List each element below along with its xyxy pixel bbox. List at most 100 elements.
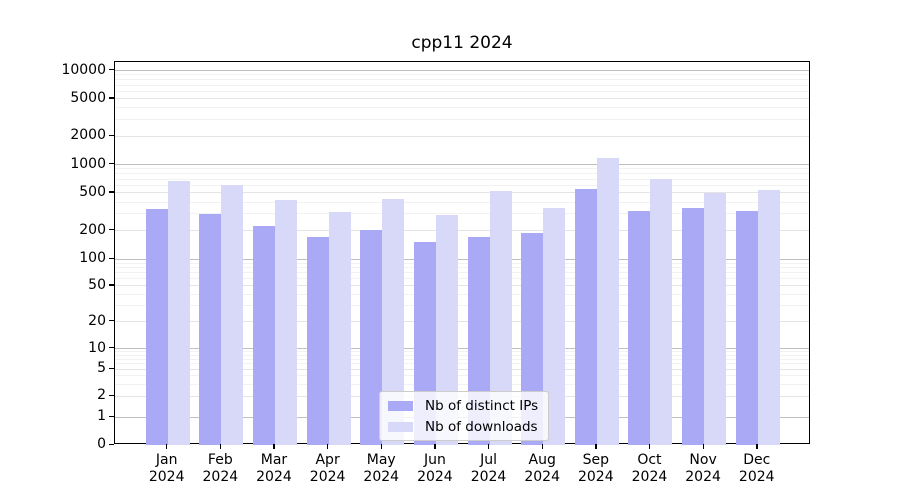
legend-label-downloads: Nb of downloads: [425, 418, 538, 435]
gridline-900: [115, 168, 809, 170]
gridline-70: [115, 272, 809, 274]
legend-swatch-distinct-ips: [388, 400, 413, 411]
x-tick-nov: [702, 444, 704, 449]
y-tick-50: [109, 284, 114, 286]
gridline-10000: [115, 70, 809, 71]
y-tick-label-500: 500: [79, 183, 106, 200]
year-label: 2024: [363, 468, 400, 485]
gridline-9: [115, 351, 809, 353]
year-label: 2024: [524, 468, 560, 485]
gridline-2000: [115, 135, 809, 137]
month-label: Feb: [207, 452, 233, 468]
gridline-5: [115, 368, 809, 370]
x-tick-label-jul: Jul 2024: [462, 452, 516, 485]
gridline-30: [115, 305, 809, 307]
x-tick-mar: [273, 444, 275, 449]
year-label: 2024: [738, 468, 775, 485]
gridline-40: [115, 294, 809, 296]
x-tick-label-jan: Jan 2024: [140, 452, 194, 485]
bar-distinct-ips-nov: [682, 208, 705, 445]
y-tick-label-5000: 5000: [70, 89, 106, 106]
y-tick-0: [109, 443, 114, 445]
bar-downloads-aug: [543, 208, 566, 445]
gridline-700: [115, 178, 809, 180]
gridline-800: [115, 173, 809, 175]
y-tick-200: [109, 229, 114, 231]
bar-distinct-ips-may: [360, 230, 383, 445]
gridline-400: [115, 201, 809, 203]
plot-area: Nb of distinct IPs Nb of downloads: [114, 61, 810, 445]
x-tick-label-may: May 2024: [354, 452, 408, 485]
month-label: Mar: [260, 452, 288, 468]
y-tick-100: [109, 257, 114, 259]
gridline-90: [115, 262, 809, 264]
bar-downloads-jul: [489, 191, 512, 445]
y-tick-label-100: 100: [79, 250, 106, 266]
year-label: 2024: [470, 468, 507, 485]
y-tick-label-10000: 10000: [61, 61, 106, 78]
bar-distinct-ips-sep: [574, 188, 597, 445]
gridline-3: [115, 383, 809, 385]
bar-downloads-apr: [328, 211, 351, 445]
x-tick-label-dec: Dec 2024: [730, 452, 784, 485]
month-label: Dec: [743, 452, 771, 468]
y-tick-5000: [109, 97, 114, 99]
gridline-4000: [115, 107, 809, 109]
x-tick-jul: [488, 444, 490, 449]
month-label: Aug: [528, 452, 556, 468]
x-tick-label-feb: Feb 2024: [193, 452, 247, 485]
y-tick-label-50: 50: [88, 276, 106, 293]
x-tick-dec: [756, 444, 758, 449]
gridline-600: [115, 184, 809, 186]
y-tick-label-1: 1: [97, 408, 106, 424]
y-tick-label-20: 20: [88, 312, 106, 329]
x-tick-aug: [541, 444, 543, 449]
x-tick-label-nov: Nov 2024: [676, 452, 730, 485]
legend-swatch-downloads: [388, 421, 413, 432]
y-tick-1: [109, 415, 114, 417]
gridline-200: [115, 230, 809, 232]
gridline-100: [115, 258, 809, 260]
month-label: Jan: [155, 452, 178, 468]
bar-distinct-ips-oct: [628, 210, 651, 445]
legend-label-distinct-ips: Nb of distinct IPs: [425, 397, 539, 414]
y-tick-1000: [109, 163, 114, 165]
bar-downloads-sep: [596, 158, 619, 445]
year-label: 2024: [577, 468, 614, 485]
x-tick-label-sep: Sep 2024: [569, 452, 623, 485]
legend-item-distinct-ips: Nb of distinct IPs: [388, 397, 538, 414]
y-tick-10000: [109, 69, 114, 71]
x-tick-apr: [327, 444, 329, 449]
year-label: 2024: [309, 468, 346, 485]
month-label: Apr: [315, 452, 340, 468]
y-tick-2: [109, 394, 114, 397]
gridline-1000: [115, 164, 809, 165]
gridline-8: [115, 354, 809, 356]
y-tick-label-2000: 2000: [70, 127, 106, 144]
month-label: Jun: [423, 452, 446, 468]
y-tick-500: [109, 191, 114, 193]
gridline-9000: [115, 74, 809, 76]
y-tick-label-200: 200: [79, 221, 106, 238]
y-tick-label-5: 5: [97, 360, 106, 377]
bar-distinct-ips-feb: [199, 214, 222, 445]
gridline-3000: [115, 119, 809, 121]
bar-downloads-jan: [167, 181, 190, 445]
bars-layer: [115, 62, 809, 445]
x-tick-label-oct: Oct 2024: [622, 452, 676, 485]
year-label: 2024: [631, 468, 668, 485]
year-label: 2024: [148, 468, 185, 485]
gridline-7000: [115, 84, 809, 86]
x-tick-label-jun: Jun 2024: [408, 452, 462, 485]
x-tick-feb: [219, 444, 222, 449]
month-label: May: [366, 452, 396, 468]
bar-downloads-oct: [650, 179, 673, 445]
x-tick-jan: [166, 444, 168, 449]
gridline-6: [115, 363, 809, 365]
bar-downloads-jun: [435, 215, 458, 445]
bar-downloads-mar: [274, 200, 297, 445]
gridline-6000: [115, 90, 809, 92]
month-label: Sep: [582, 452, 609, 468]
gridline-80: [115, 267, 809, 269]
